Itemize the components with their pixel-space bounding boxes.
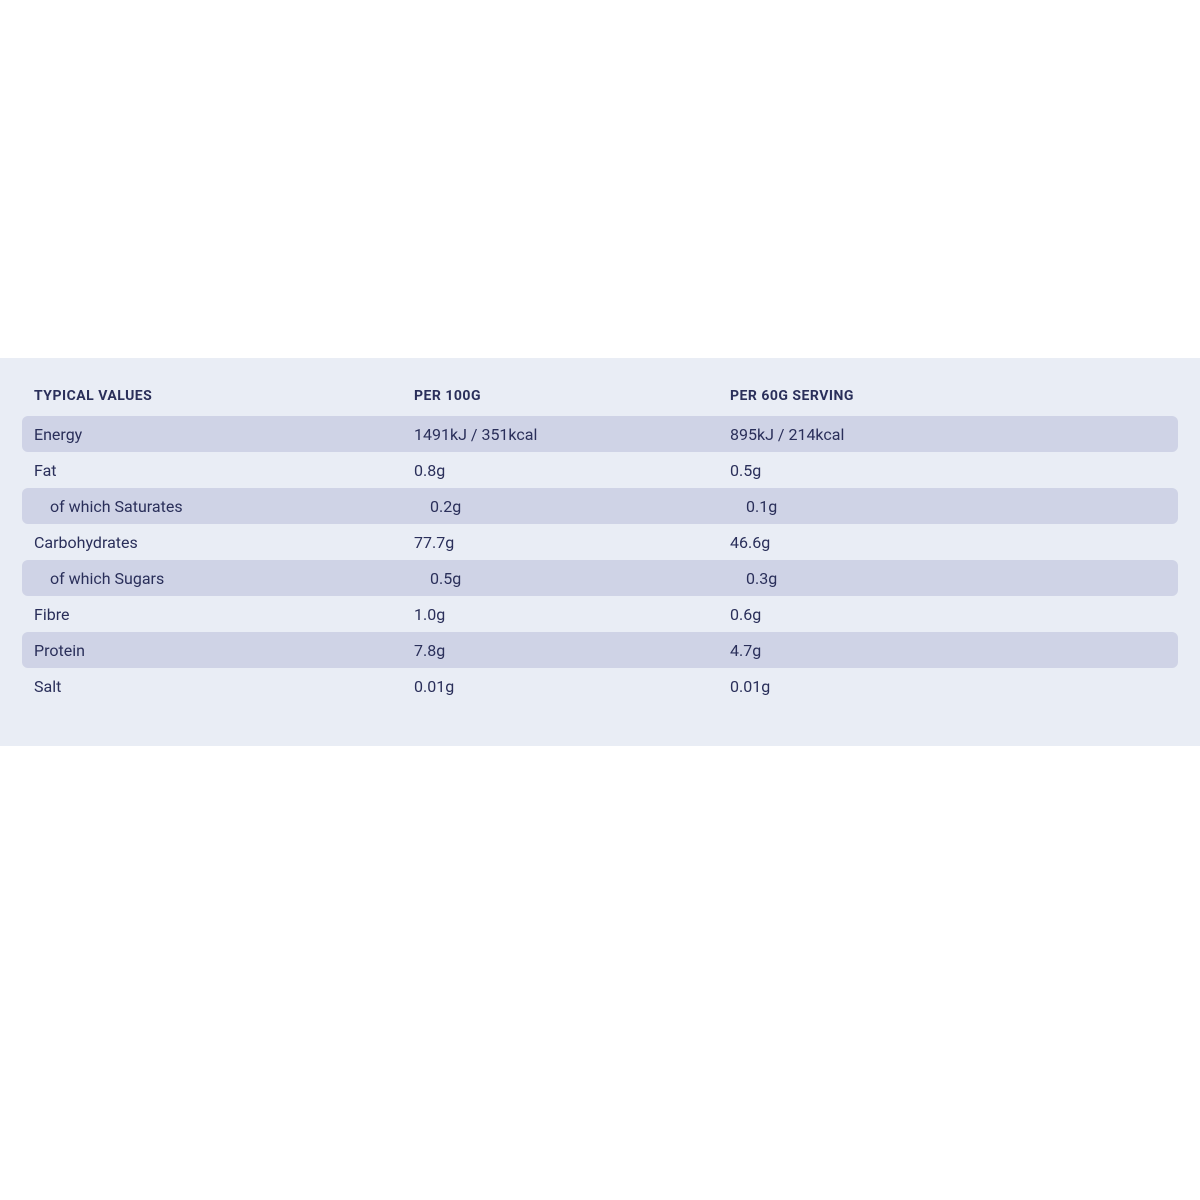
table-row: Protein 7.8g 4.7g: [22, 632, 1178, 668]
cell-per100g: 0.5g: [430, 569, 746, 588]
cell-label: of which Sugars: [34, 569, 430, 588]
table-header-row: TYPICAL VALUES PER 100G PER 60G SERVING: [22, 380, 1178, 416]
cell-per60g: 0.1g: [746, 497, 1166, 516]
table-row: Fibre 1.0g 0.6g: [22, 596, 1178, 632]
table-row: Energy 1491kJ / 351kcal 895kJ / 214kcal: [22, 416, 1178, 452]
cell-per60g: 4.7g: [730, 641, 1166, 660]
cell-per100g: 7.8g: [414, 641, 730, 660]
table-row: Fat 0.8g 0.5g: [22, 452, 1178, 488]
cell-per100g: 0.2g: [430, 497, 746, 516]
cell-label: Carbohydrates: [34, 533, 414, 552]
cell-label: Fibre: [34, 605, 414, 624]
cell-label: Salt: [34, 677, 414, 696]
table-row: of which Saturates 0.2g 0.1g: [22, 488, 1178, 524]
cell-label: Fat: [34, 461, 414, 480]
cell-per60g: 895kJ / 214kcal: [730, 425, 1166, 444]
cell-per100g: 0.8g: [414, 461, 730, 480]
cell-per60g: 46.6g: [730, 533, 1166, 552]
cell-label: Energy: [34, 425, 414, 444]
cell-label: of which Saturates: [34, 497, 430, 516]
table-row: of which Sugars 0.5g 0.3g: [22, 560, 1178, 596]
cell-per100g: 1491kJ / 351kcal: [414, 425, 730, 444]
table-row: Salt 0.01g 0.01g: [22, 668, 1178, 704]
cell-per100g: 0.01g: [414, 677, 730, 696]
nutrition-panel: TYPICAL VALUES PER 100G PER 60G SERVING …: [0, 358, 1200, 746]
cell-per60g: 0.01g: [730, 677, 1166, 696]
cell-per100g: 77.7g: [414, 533, 730, 552]
col-header-typical-values: TYPICAL VALUES: [34, 388, 414, 404]
cell-label: Protein: [34, 641, 414, 660]
col-header-per-100g: PER 100G: [414, 388, 730, 404]
cell-per100g: 1.0g: [414, 605, 730, 624]
table-row: Carbohydrates 77.7g 46.6g: [22, 524, 1178, 560]
col-header-per-60g: PER 60G SERVING: [730, 388, 1166, 404]
cell-per60g: 0.5g: [730, 461, 1166, 480]
cell-per60g: 0.6g: [730, 605, 1166, 624]
cell-per60g: 0.3g: [746, 569, 1166, 588]
